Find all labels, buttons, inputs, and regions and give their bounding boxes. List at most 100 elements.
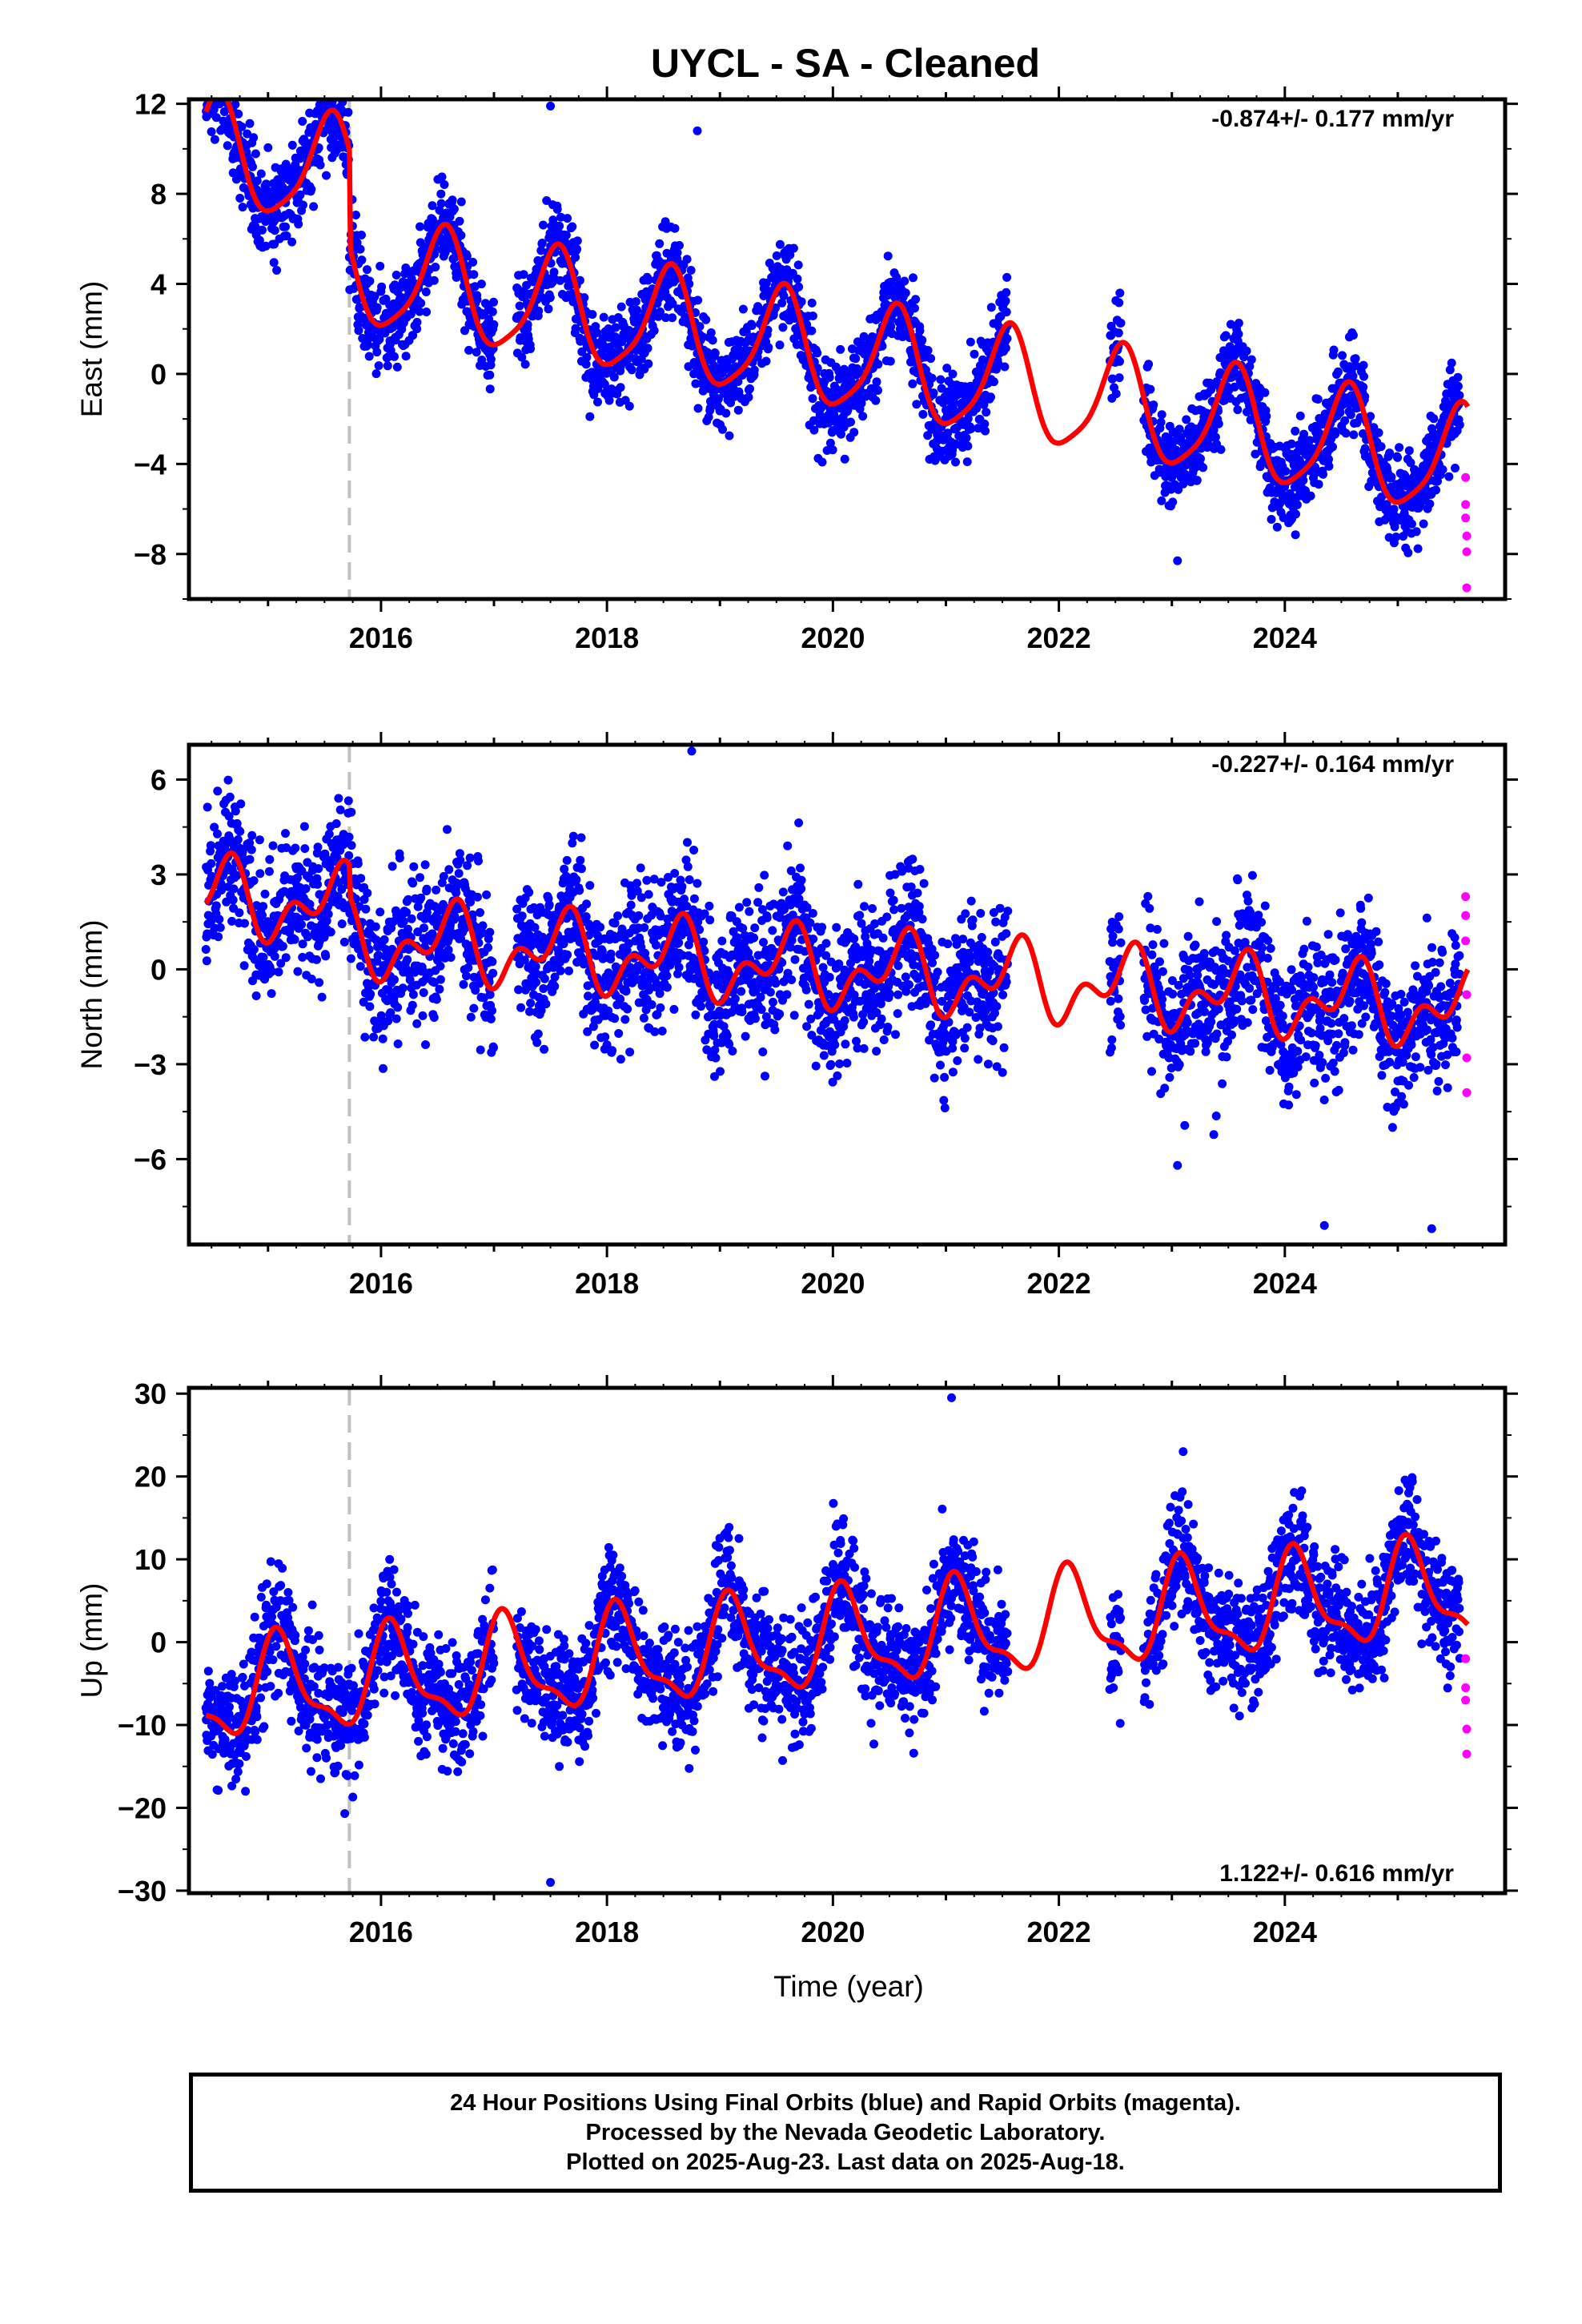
final-orbit-point: [1306, 491, 1315, 501]
final-orbit-point: [911, 295, 921, 304]
final-orbit-point: [580, 293, 589, 303]
final-orbit-point: [1351, 361, 1360, 371]
final-orbit-point: [472, 295, 482, 304]
final-orbit-point: [1359, 360, 1368, 370]
final-orbit-point: [1233, 405, 1243, 415]
final-orbit-point: [908, 379, 917, 388]
final-orbit-point: [335, 805, 345, 814]
final-orbit-point: [339, 66, 348, 75]
final-orbit-point: [436, 961, 445, 971]
final-orbit-point: [330, 82, 339, 90]
final-orbit-point: [572, 236, 582, 246]
final-orbit-point: [420, 860, 430, 870]
final-orbit-point: [1295, 411, 1305, 420]
final-orbit-point: [516, 1003, 526, 1012]
final-orbit-point: [609, 372, 619, 382]
final-orbit-point: [1157, 496, 1166, 505]
final-orbit-point: [366, 989, 375, 999]
final-orbit-point: [616, 383, 625, 392]
final-orbit-point: [556, 966, 565, 975]
final-orbit-point: [918, 409, 928, 419]
final-orbit-point: [443, 825, 452, 834]
final-orbit-point: [282, 231, 291, 240]
final-orbit-point: [1403, 548, 1413, 557]
final-orbit-point: [343, 107, 353, 117]
final-orbit-point: [1002, 287, 1011, 297]
final-orbit-point: [801, 985, 811, 995]
final-orbit-point: [639, 1013, 648, 1023]
final-orbit-point: [600, 380, 609, 389]
final-orbit-point: [446, 953, 456, 962]
final-orbit-point: [691, 379, 701, 388]
final-orbit-point: [796, 863, 805, 873]
final-orbit-point: [262, 179, 271, 189]
final-orbit-point: [717, 936, 727, 946]
final-orbit-point: [808, 909, 817, 918]
final-orbit-point: [640, 923, 649, 932]
final-orbit-point: [668, 313, 677, 323]
final-orbit-point: [632, 879, 641, 888]
final-orbit-point: [1156, 417, 1166, 427]
final-orbit-point: [1291, 509, 1300, 519]
final-orbit-point: [759, 938, 768, 947]
final-orbit-point: [575, 275, 584, 285]
final-orbit-point: [790, 955, 800, 964]
final-orbit-point: [360, 1032, 370, 1042]
final-orbit-point: [375, 907, 385, 917]
final-orbit-point: [1226, 320, 1235, 329]
final-orbit-point: [703, 348, 713, 357]
final-orbit-point: [623, 1004, 632, 1014]
final-orbit-point: [936, 375, 946, 384]
final-orbit-point: [488, 1006, 496, 1015]
final-orbit-point: [620, 1015, 630, 1024]
final-orbit-point: [223, 775, 233, 785]
final-orbit-point: [668, 299, 677, 308]
final-orbit-point: [472, 892, 482, 902]
final-orbit-point: [1234, 329, 1243, 339]
final-orbit-point: [970, 349, 979, 359]
final-orbit-point: [683, 838, 692, 847]
final-orbit-point: [210, 82, 219, 91]
final-orbit-point: [456, 855, 465, 865]
final-orbit-point: [236, 799, 246, 809]
final-orbit-point: [674, 938, 684, 947]
final-orbit-point: [323, 54, 331, 62]
final-orbit-point: [363, 265, 371, 275]
final-orbit-point: [211, 901, 221, 911]
final-orbit-point: [214, 932, 223, 942]
final-orbit-point: [1395, 443, 1404, 452]
final-orbit-point: [444, 945, 453, 955]
final-orbit-point: [419, 988, 428, 997]
final-orbit-point: [462, 251, 472, 261]
final-orbit-point: [749, 933, 759, 943]
final-orbit-point: [215, 923, 225, 932]
final-orbit-point: [227, 89, 235, 98]
final-orbit-point: [422, 884, 432, 894]
final-orbit-point: [765, 987, 775, 997]
final-orbit-point: [701, 315, 711, 324]
final-orbit-point: [403, 955, 412, 964]
final-orbit-point: [243, 129, 252, 139]
final-orbit-point: [673, 248, 682, 258]
final-orbit-point: [682, 255, 692, 264]
y-tick-label: 0: [151, 358, 167, 391]
final-orbit-point: [520, 360, 530, 369]
final-orbit-point: [1393, 452, 1403, 462]
final-orbit-point: [270, 951, 279, 961]
final-orbit-point: [476, 1045, 485, 1055]
final-orbit-point: [1245, 361, 1255, 371]
final-orbit-point: [769, 997, 777, 1007]
final-orbit-point: [327, 71, 336, 80]
final-orbit-point: [647, 1000, 656, 1009]
final-orbit-point: [636, 863, 645, 873]
final-orbit-point: [247, 830, 257, 840]
final-orbit-point: [544, 304, 553, 314]
final-orbit-point: [215, 80, 223, 89]
final-orbit-point: [737, 987, 746, 996]
final-orbit-point: [222, 78, 231, 86]
final-orbit-point: [1305, 436, 1315, 445]
final-orbit-point: [354, 326, 363, 336]
final-orbit-point: [1387, 472, 1396, 481]
final-orbit-outlier: [1173, 556, 1182, 565]
final-orbit-point: [942, 364, 952, 373]
